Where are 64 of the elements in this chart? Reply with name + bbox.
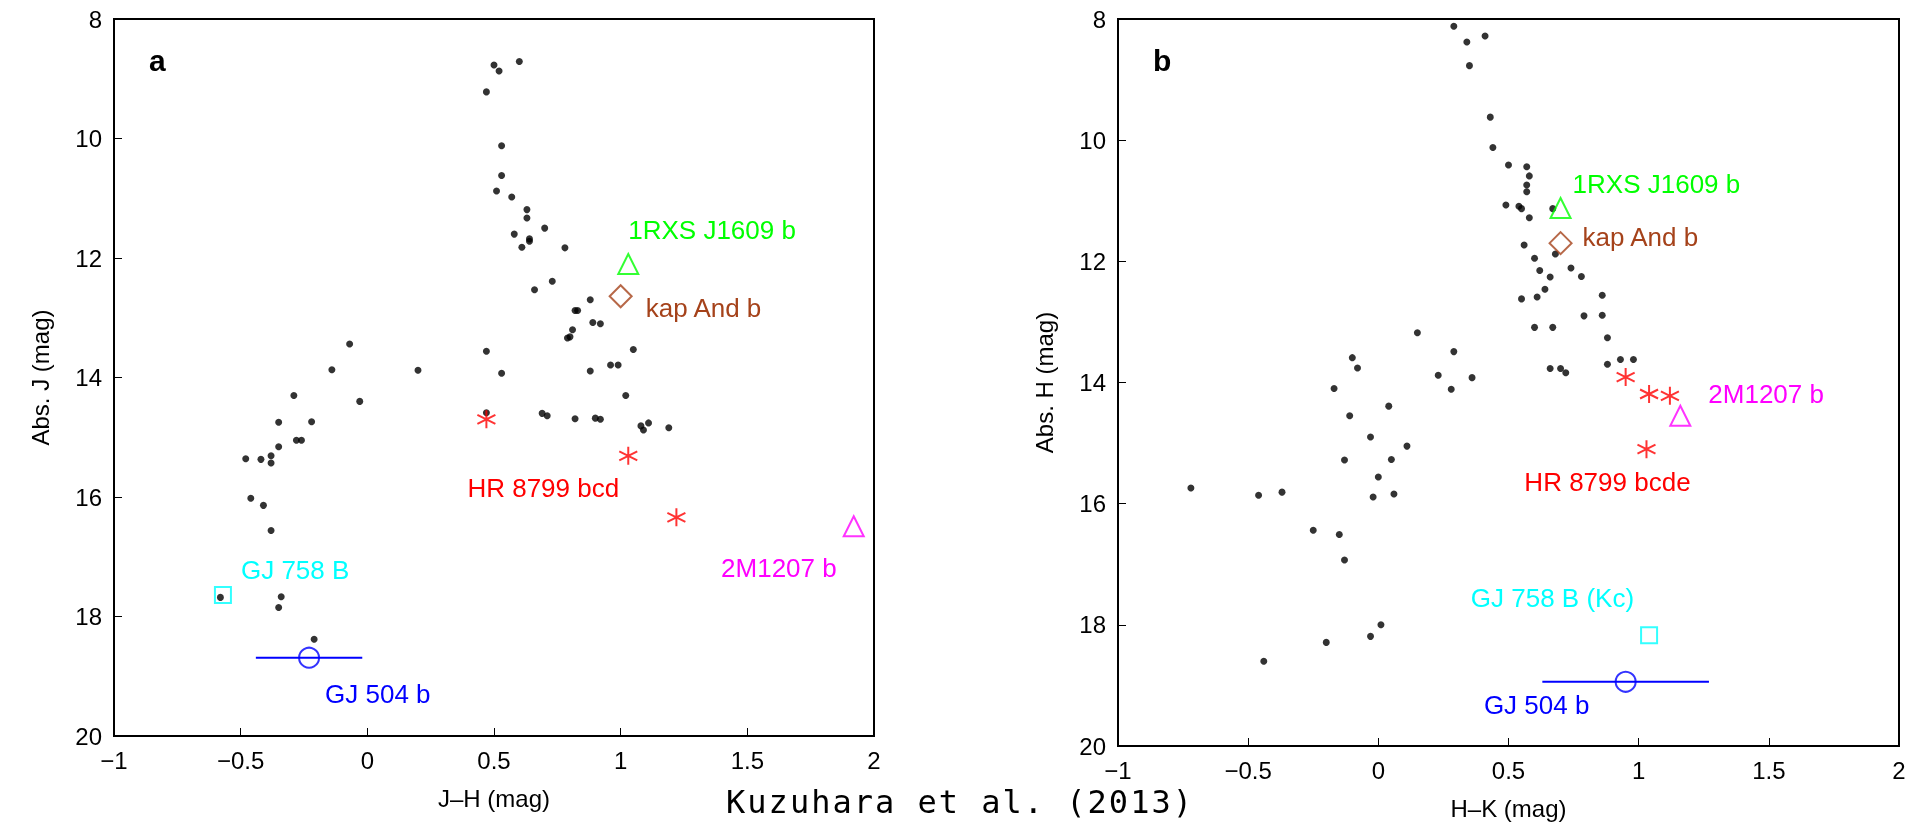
series-label: 1RXS J1609 b — [1572, 169, 1741, 200]
text: Kuzuhara et al. (2013) — [725, 783, 1195, 821]
series-label: HR 8799 bcde — [1524, 467, 1691, 498]
series-label: 2M1207 b — [1708, 378, 1824, 409]
y-tick-label: 10 — [75, 125, 102, 152]
point — [1659, 385, 1680, 406]
y-tick-label: 8 — [88, 5, 102, 33]
x-tick-label: 1.5 — [730, 746, 765, 774]
point — [1639, 384, 1660, 405]
point — [1640, 626, 1659, 645]
x-tick-label: 2 — [867, 746, 881, 774]
x-tick-label: 2 — [1892, 756, 1906, 784]
point — [213, 585, 232, 604]
point — [608, 284, 633, 309]
y-tick-label: 18 — [75, 603, 102, 630]
y-tick-label: 16 — [75, 483, 102, 511]
x-tick-label: 0.5 — [1491, 756, 1526, 784]
y-axis-title: Abs. J (mag) — [26, 309, 54, 446]
y-tick-label: 12 — [1079, 247, 1106, 275]
point — [1548, 231, 1573, 256]
point — [617, 252, 640, 275]
series-label: GJ 758 B (Kc) — [1470, 583, 1635, 614]
series-label: GJ 504 b — [325, 678, 431, 709]
point — [1636, 439, 1657, 460]
x-tick-label: −0.5 — [1224, 756, 1272, 784]
series-label: GJ 758 B — [240, 554, 350, 585]
series-label: kap And b — [1582, 222, 1699, 253]
series-label: 1RXS J1609 b — [628, 214, 796, 245]
x-tick-label: 1 — [613, 746, 628, 774]
series-label: kap And b — [645, 293, 762, 324]
y-tick-label: 20 — [75, 722, 102, 750]
series-label: 2M1207 b — [721, 553, 837, 584]
y-tick-label: 12 — [75, 244, 102, 272]
point — [1669, 404, 1692, 427]
x-axis-title: H–K (mag) — [1450, 794, 1567, 822]
point — [1549, 197, 1572, 220]
y-tick-label: 14 — [75, 364, 102, 391]
x-tick-label: 0 — [1371, 756, 1386, 784]
x-axis-title: J–H (mag) — [437, 784, 551, 812]
x-tick-label: 0 — [360, 746, 375, 774]
y-tick-label: 10 — [1079, 126, 1106, 154]
y-tick-label: 18 — [1079, 611, 1106, 639]
x-tick-label: −1 — [100, 746, 128, 774]
y-tick-label: 20 — [1079, 732, 1106, 760]
text: b — [1153, 43, 1172, 77]
text: a — [149, 43, 166, 77]
point — [476, 409, 497, 430]
y-axis-title: Abs. H (mag) — [1030, 311, 1058, 454]
series-label: GJ 504 b — [1483, 689, 1590, 720]
point — [618, 445, 639, 466]
x-tick-label: −0.5 — [216, 746, 265, 774]
series-label: HR 8799 bcd — [467, 472, 620, 503]
point — [666, 507, 687, 528]
x-tick-label: 1.5 — [1752, 756, 1786, 784]
point — [1615, 367, 1636, 388]
point — [842, 515, 865, 538]
y-tick-label: 14 — [1079, 369, 1106, 396]
point — [298, 646, 321, 669]
x-tick-label: 0.5 — [477, 746, 511, 774]
point — [1614, 670, 1637, 693]
y-tick-label: 8 — [1092, 5, 1106, 33]
x-tick-label: 1 — [1631, 756, 1646, 784]
x-tick-label: −1 — [1104, 756, 1132, 784]
y-tick-label: 16 — [1079, 490, 1106, 518]
